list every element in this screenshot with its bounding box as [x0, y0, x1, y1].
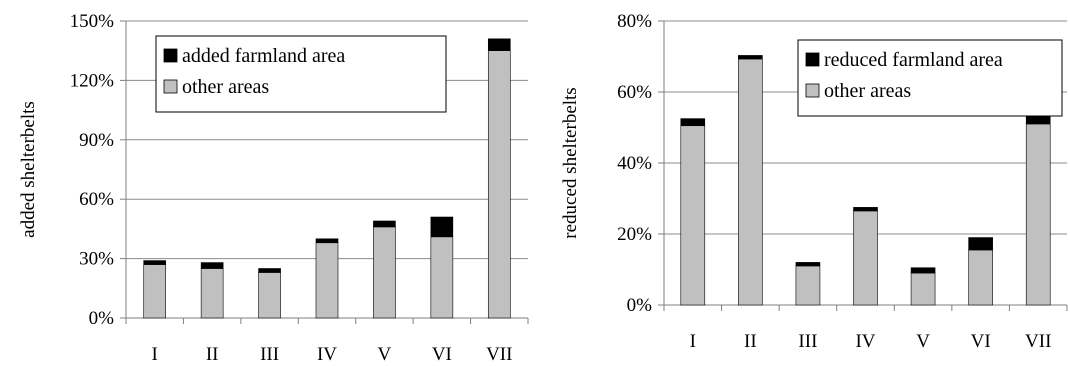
- legend-box: [797, 39, 1063, 117]
- bar-farmland-IV: [853, 207, 878, 212]
- bar-farmland-III: [795, 262, 821, 267]
- y-tick-label: 30%: [79, 249, 114, 270]
- y-tick-label: 40%: [617, 153, 652, 174]
- legend-label: reduced farmland area: [824, 49, 1003, 71]
- bar-other-areas-V: [373, 226, 396, 319]
- x-category-label: IV: [855, 331, 875, 352]
- legend-label: other areas: [182, 76, 269, 98]
- legend-swatch: [163, 48, 178, 63]
- bar-farmland-V: [910, 267, 936, 274]
- x-category-label: II: [206, 344, 219, 365]
- bar-farmland-IV: [315, 238, 339, 244]
- legend-box: [155, 35, 447, 113]
- x-category-label: II: [744, 331, 757, 352]
- legend-swatch: [805, 83, 820, 98]
- bar-other-areas-VI: [430, 236, 454, 319]
- bar-farmland-V: [373, 220, 396, 228]
- y-axis-title: added shelterbelts: [18, 101, 39, 238]
- legend: reduced farmland area other areas: [797, 39, 1063, 117]
- x-category-label: III: [798, 331, 817, 352]
- bar-other-areas-III: [258, 272, 281, 319]
- x-category-label: VII: [486, 344, 512, 365]
- bar-farmland-VI: [430, 216, 454, 238]
- legend-label: added farmland area: [182, 45, 345, 67]
- y-tick-label: 150%: [70, 11, 115, 32]
- bar-other-areas-III: [795, 265, 821, 306]
- bar-other-areas-I: [143, 264, 167, 319]
- bar-farmland-I: [143, 260, 167, 265]
- bar-other-areas-II: [200, 268, 224, 319]
- x-category-label: VI: [432, 344, 452, 365]
- y-tick-label: 60%: [79, 189, 114, 210]
- legend-swatch: [805, 52, 820, 67]
- bar-farmland-II: [200, 262, 224, 269]
- bar-other-areas-I: [680, 125, 706, 306]
- x-category-label: I: [152, 344, 158, 365]
- bar-farmland-VII: [487, 38, 511, 51]
- x-category-label: III: [260, 344, 279, 365]
- bar-other-areas-VII: [487, 50, 511, 319]
- bar-other-areas-VII: [1025, 123, 1051, 306]
- x-category-label: V: [916, 331, 930, 352]
- bar-other-areas-IV: [315, 242, 339, 319]
- bar-farmland-II: [738, 55, 763, 60]
- bar-other-areas-II: [738, 58, 763, 306]
- bar-other-areas-IV: [853, 210, 878, 306]
- y-tick-label: 20%: [617, 224, 652, 245]
- y-tick-label: 0%: [89, 308, 115, 329]
- x-category-label: IV: [317, 344, 337, 365]
- x-category-label: VII: [1025, 331, 1051, 352]
- y-tick-label: 90%: [79, 130, 114, 151]
- bar-farmland-VI: [968, 237, 993, 251]
- y-axis-title: reduced shelterbelts: [560, 87, 581, 238]
- x-category-label: V: [378, 344, 392, 365]
- bar-farmland-I: [680, 118, 706, 127]
- bar-other-areas-V: [910, 272, 936, 306]
- y-tick-label: 80%: [617, 11, 652, 32]
- legend: added farmland area other areas: [155, 35, 447, 113]
- x-category-label: VI: [971, 331, 991, 352]
- y-tick-label: 120%: [70, 70, 115, 91]
- y-tick-label: 60%: [617, 82, 652, 103]
- x-category-label: I: [690, 331, 696, 352]
- y-tick-label: 0%: [627, 295, 653, 316]
- bar-other-areas-VI: [968, 249, 993, 306]
- bar-farmland-III: [258, 268, 281, 273]
- legend-label: other areas: [824, 80, 911, 102]
- legend-swatch: [163, 79, 178, 94]
